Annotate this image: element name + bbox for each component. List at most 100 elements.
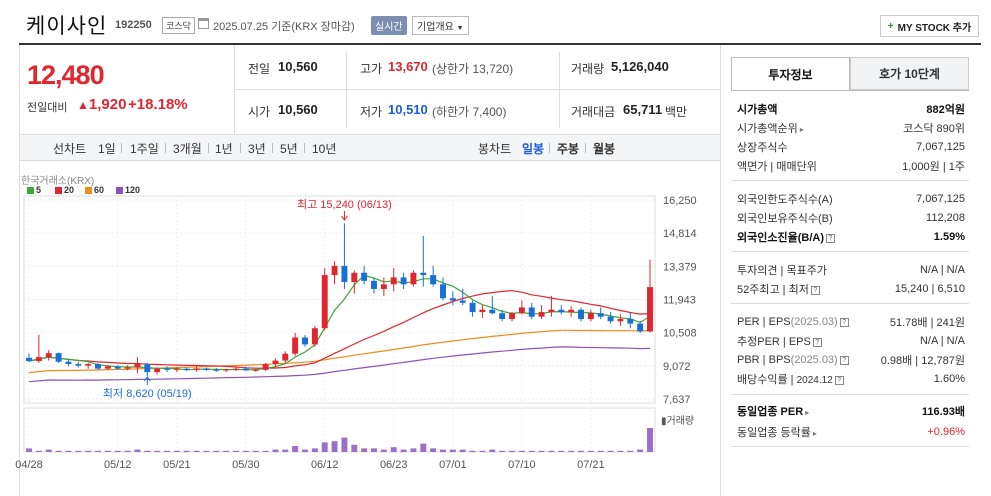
dividend-label: 배당수익률	[737, 374, 788, 386]
candle-weekly[interactable]: 주봉	[557, 142, 580, 156]
candle-body	[400, 277, 407, 285]
range-3m[interactable]: 3개월	[173, 142, 202, 156]
amount-value: 65,711	[623, 102, 663, 117]
volume-bar	[509, 450, 515, 452]
range-1w[interactable]: 1주일	[130, 142, 159, 156]
stock-name: 케이사인	[26, 14, 108, 38]
open-value: 10,560	[278, 102, 318, 117]
volume-bar	[134, 449, 141, 452]
candle-body	[440, 284, 446, 299]
chevron-right-icon[interactable]: ▸	[805, 408, 810, 417]
volume-bar	[380, 449, 387, 452]
candle-body	[154, 368, 161, 373]
volume-bar	[114, 450, 121, 452]
legend-ma5: 5	[27, 185, 41, 195]
w52-low-value: 6,510	[937, 283, 965, 295]
help-icon[interactable]: ?	[812, 337, 822, 347]
ma-5-line	[28, 274, 651, 371]
change-value: ▲1,920	[77, 96, 126, 113]
candle-body	[489, 309, 496, 314]
range-1d[interactable]: 1일	[98, 142, 116, 156]
volume-bar	[607, 450, 614, 452]
foreign-limit-row: 외국인한도주식수(A) 7,067,125	[737, 190, 965, 208]
y-tick-label: 11,943	[663, 295, 696, 307]
par-value: 1,000원	[902, 161, 940, 173]
opinion-label: 투자의견	[737, 265, 778, 277]
candle-body	[459, 300, 466, 303]
candle-body	[26, 357, 32, 362]
x-tick-label: 06/12	[311, 459, 339, 471]
shares-row: 상장주식수 7,067,125	[737, 138, 965, 156]
volume-bar	[124, 450, 131, 452]
volume-bar	[321, 442, 328, 452]
eps-label: EPS	[768, 316, 791, 328]
volume-bar	[203, 450, 210, 452]
company-overview-dropdown[interactable]: 기업개요 ▼	[412, 16, 469, 35]
foreign-limit-label: 외국인한도주식수(A)	[737, 194, 833, 206]
volume-bar	[528, 450, 535, 452]
help-icon[interactable]: ?	[839, 317, 849, 327]
candle-body	[331, 265, 338, 276]
shares-label: 상장주식수	[737, 142, 788, 154]
divider	[208, 143, 209, 153]
mcap-label: 시가총액	[737, 104, 778, 116]
chevron-right-icon[interactable]: ▸	[812, 429, 817, 438]
range-1y[interactable]: 1년	[215, 142, 233, 156]
candle-body	[233, 368, 239, 370]
candle-body	[380, 284, 387, 289]
range-10y[interactable]: 10년	[312, 142, 337, 156]
candle-body	[390, 277, 397, 285]
candle-body	[647, 287, 653, 332]
volume-label: ▮거래량	[661, 415, 694, 427]
industry-change-row: 동일업종 등락률 ▸ +0.96%	[737, 423, 965, 441]
volume-bar	[440, 449, 446, 452]
volume-bar	[183, 450, 190, 452]
y-tick-label: 7,637	[663, 394, 691, 406]
x-tick-label: 05/21	[163, 459, 191, 471]
divider	[121, 143, 122, 153]
chevron-right-icon[interactable]: ▸	[799, 125, 804, 134]
foreign-hold-label: 외국인보유주식수(B)	[737, 213, 833, 225]
candle-body	[597, 313, 604, 317]
help-icon[interactable]: ?	[826, 233, 835, 243]
add-mystock-button[interactable]: + MY STOCK 추가	[880, 15, 979, 37]
candle-daily[interactable]: 일봉	[522, 142, 545, 156]
help-icon[interactable]: ?	[834, 375, 844, 385]
help-icon[interactable]: ?	[839, 355, 849, 365]
target-label: 목표주가	[786, 265, 827, 277]
x-tick-label: 07/10	[508, 459, 536, 471]
realtime-button[interactable]: 실시간	[371, 16, 407, 35]
volume-bar	[341, 437, 348, 452]
divider	[731, 303, 969, 304]
candle-body	[292, 337, 299, 354]
foreign-ratio-value: 1.59%	[933, 231, 965, 243]
candle-body	[617, 318, 624, 322]
candle-body	[124, 367, 131, 369]
volume-bar	[479, 450, 486, 452]
help-icon[interactable]: ?	[810, 285, 820, 295]
mcap-rank-label: 시가총액순위	[737, 123, 798, 135]
candle-body	[65, 361, 72, 365]
volume-bar	[420, 443, 427, 452]
tab-investment-info[interactable]: 투자정보	[731, 57, 850, 90]
divider	[731, 446, 969, 447]
volume-bar	[311, 448, 318, 452]
tab-order-book[interactable]: 호가 10단계	[850, 57, 969, 90]
tab-underline	[731, 90, 969, 91]
low-annotation: 최저 8,620 (05/19)	[103, 387, 192, 400]
candle-body	[371, 280, 377, 289]
range-5y[interactable]: 5년	[280, 142, 298, 156]
main-panel	[19, 45, 721, 496]
foreign-ratio-label: 외국인소진율(B/A)	[737, 232, 824, 244]
volume-bar	[449, 449, 456, 452]
divider	[165, 143, 166, 153]
range-3y[interactable]: 3년	[248, 142, 266, 156]
volume-bar	[430, 448, 437, 452]
candle-monthly[interactable]: 월봉	[593, 142, 616, 156]
candle-body	[430, 275, 437, 285]
line-chart-label: 선차트	[53, 142, 87, 156]
candle-body	[341, 265, 348, 283]
high-annotation: 최고 15,240 (06/13)	[297, 198, 392, 211]
high-arrow-head	[341, 215, 348, 221]
